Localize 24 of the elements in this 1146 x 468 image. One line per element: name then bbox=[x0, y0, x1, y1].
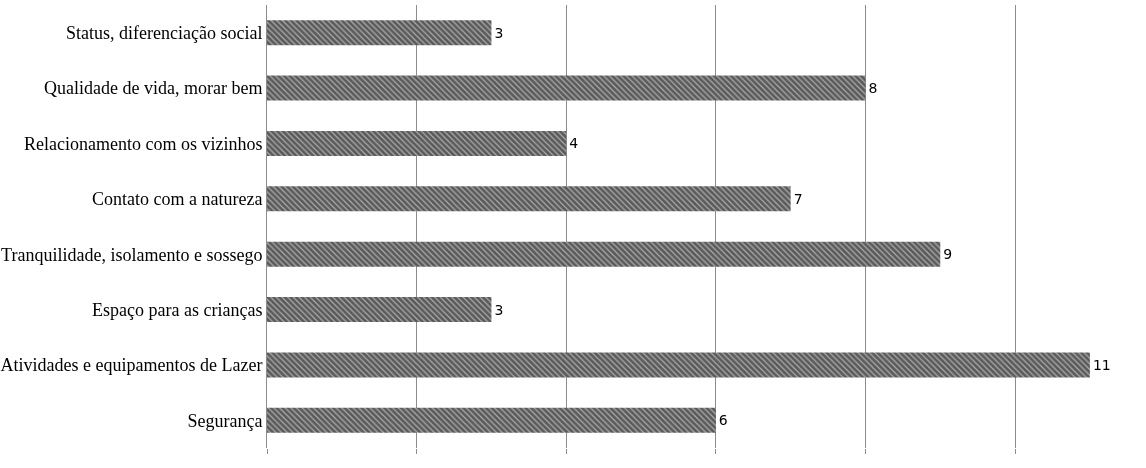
bar bbox=[267, 297, 492, 323]
bar bbox=[267, 186, 791, 212]
y-tick-label: Status, diferenciação social bbox=[65, 22, 263, 43]
bar bbox=[267, 75, 866, 101]
y-tick-label: Tranquilidade, isolamento e sossego bbox=[1, 244, 263, 265]
data-label: 7 bbox=[793, 190, 803, 207]
y-tick-label: Espaço para as crianças bbox=[91, 299, 263, 320]
y-tick-label: Qualidade de vida, morar bem bbox=[43, 78, 263, 99]
y-tick-label: Contato com a natureza bbox=[91, 189, 263, 210]
bar bbox=[267, 130, 567, 156]
data-label: 3 bbox=[494, 301, 504, 318]
bar bbox=[267, 20, 492, 46]
bar bbox=[267, 407, 716, 433]
data-label: 4 bbox=[569, 135, 579, 152]
data-label: 9 bbox=[943, 246, 953, 263]
y-tick-label: Atividades e equipamentos de Lazer bbox=[0, 355, 263, 376]
data-label: 11 bbox=[1092, 356, 1111, 373]
bar bbox=[267, 241, 941, 267]
data-label: 3 bbox=[494, 24, 504, 41]
y-tick-label: Segurança bbox=[187, 410, 263, 431]
bar bbox=[267, 352, 1090, 378]
data-label: 6 bbox=[718, 412, 728, 429]
y-tick-label: Relacionamento com os vizinhos bbox=[23, 133, 263, 154]
data-label: 8 bbox=[868, 80, 878, 97]
